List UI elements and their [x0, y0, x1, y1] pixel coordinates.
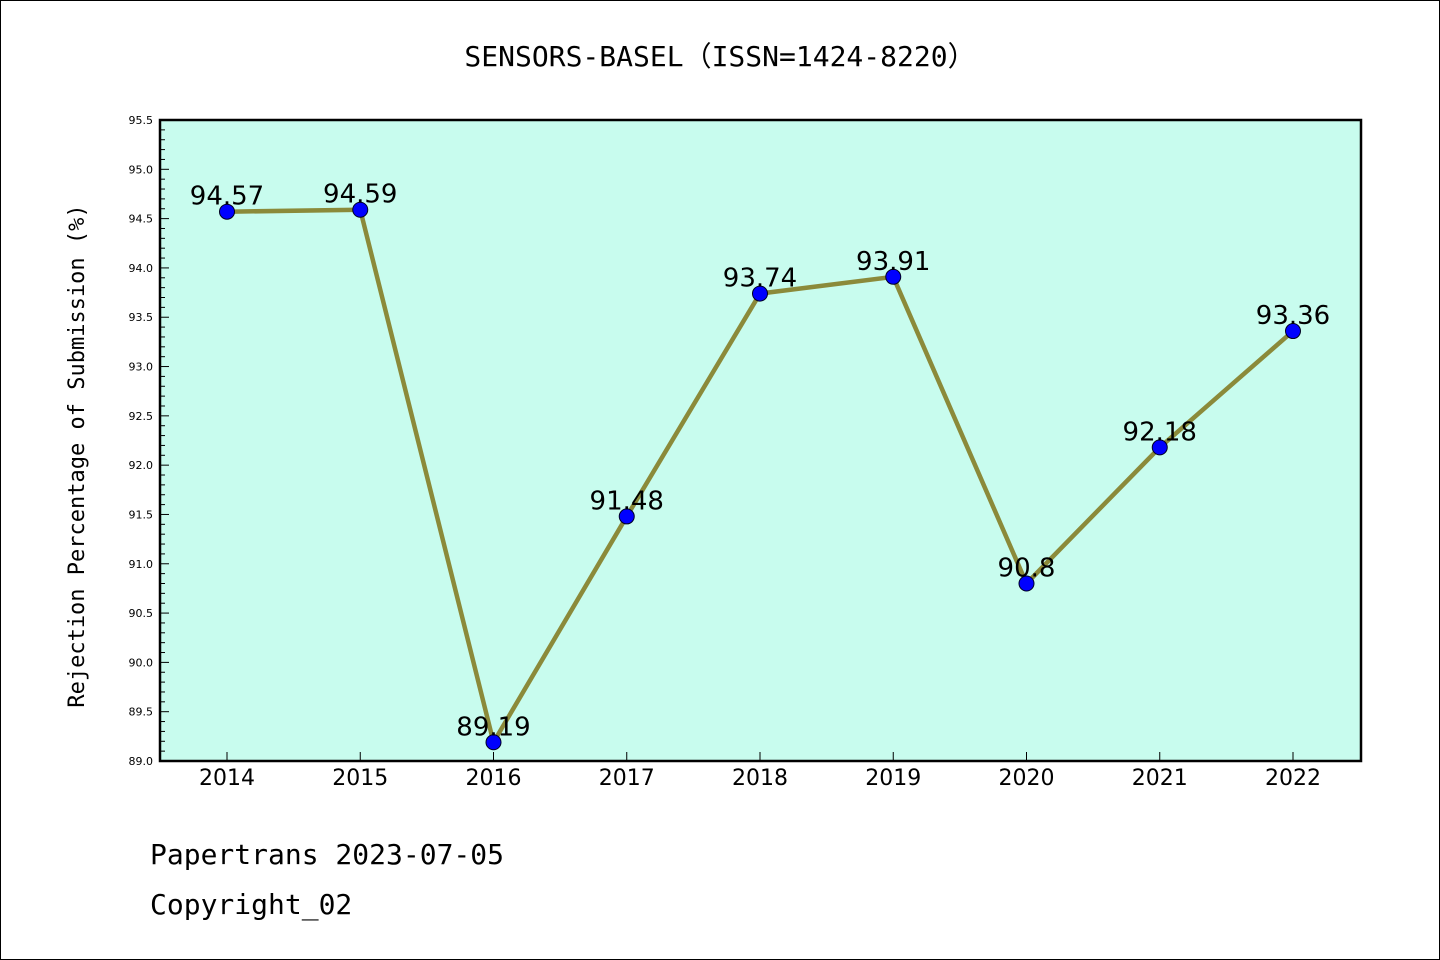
data-label: 93.74 [723, 264, 797, 294]
data-label: 90.8 [998, 553, 1056, 583]
data-label: 94.59 [323, 180, 397, 210]
y-tick-label: 89.0 [129, 755, 154, 768]
y-tick-label: 95.0 [129, 163, 154, 176]
data-point [219, 203, 235, 220]
x-tick-label: 2021 [1132, 766, 1188, 791]
data-label: 93.91 [856, 247, 930, 277]
x-tick-label: 2022 [1265, 766, 1321, 791]
data-point [1285, 323, 1301, 340]
data-point [885, 268, 902, 285]
footer-copyright: Copyright_02 [150, 888, 352, 922]
x-tick-label: 2018 [732, 766, 788, 791]
footer-date: Papertrans 2023-07-05 [150, 838, 504, 871]
data-point [752, 285, 768, 302]
x-axis: 2014 2015 2016 2017 2018 2019 2020 2021 2022 [199, 752, 1321, 791]
data-points [219, 201, 1301, 751]
y-tick-label: 94.0 [129, 262, 154, 275]
chart-title: SENSORS-BASEL（ISSN=1424-8220） [464, 40, 975, 73]
x-tick-label: 2019 [865, 766, 921, 791]
y-tick-label: 90.0 [129, 656, 154, 669]
y-tick-label: 95.5 [129, 114, 154, 127]
x-tick-label: 2014 [199, 766, 255, 791]
data-label: 94.57 [190, 182, 264, 212]
y-tick-label: 93.5 [129, 311, 154, 324]
y-tick-label: 91.0 [129, 558, 154, 571]
x-tick-label: 2017 [599, 766, 655, 791]
data-point [618, 508, 635, 525]
y-tick-label: 92.0 [129, 459, 154, 472]
y-axis-label: Rejection Percentage of Submission (%) [65, 204, 90, 707]
y-tick-label: 89.5 [129, 706, 154, 719]
data-point [1018, 575, 1035, 592]
y-tick-label: 94.5 [129, 213, 154, 226]
x-tick-label: 2020 [999, 766, 1055, 791]
data-point [352, 201, 369, 218]
x-tick-label: 2016 [466, 766, 522, 791]
data-label: 93.36 [1256, 301, 1330, 331]
data-point [1151, 439, 1168, 456]
data-labels: 94.57 94.59 89.19 91.48 93.74 93.91 90.8 92.18 9… [190, 180, 1330, 743]
x-tick-label: 2015 [332, 766, 388, 791]
y-tick-label: 93.0 [129, 361, 154, 374]
data-label: 91.48 [590, 486, 664, 516]
y-tick-label: 90.5 [129, 607, 154, 620]
y-tick-label: 92.5 [129, 410, 154, 423]
y-tick-label: 91.5 [129, 508, 154, 521]
data-label: 92.18 [1123, 417, 1197, 447]
data-label: 89.19 [456, 712, 530, 742]
y-axis: 89.0 89.5 90.0 90.5 91.0 91.5 92.0 92.5 93.0 93.5… [129, 114, 169, 768]
data-point [485, 734, 502, 751]
